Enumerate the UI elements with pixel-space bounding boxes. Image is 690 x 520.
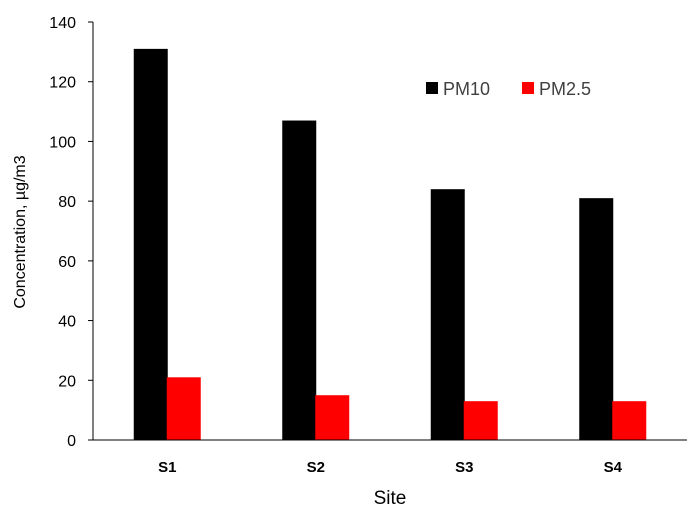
y-tick-label: 40 <box>58 314 76 331</box>
y-tick-label: 80 <box>58 194 76 211</box>
bar-pm10-s1 <box>133 48 168 440</box>
bar-pm2-5-s3 <box>463 401 498 440</box>
bar-pm2-5-s1 <box>166 377 201 440</box>
bar-pm10-s2 <box>282 120 317 441</box>
y-tick-label: 20 <box>58 373 76 390</box>
x-tick-label: S2 <box>307 459 325 476</box>
y-tick-label: 120 <box>49 75 76 92</box>
bar-pm2-5-s4 <box>612 401 647 440</box>
bar-pm10-s3 <box>430 189 465 440</box>
legend-swatch-pm2-5 <box>522 82 534 94</box>
x-tick-label: S1 <box>158 459 176 476</box>
y-axis-title: Concentration, µg/m3 <box>12 155 29 308</box>
x-axis-title: Site <box>374 488 407 509</box>
bars <box>133 48 647 441</box>
x-axis: S1 S2 S3 S4 <box>93 439 687 476</box>
bar-pm10-s4 <box>579 198 614 440</box>
legend-label: PM10 <box>443 79 490 99</box>
legend: PM10 PM2.5 <box>426 79 591 99</box>
y-axis: 0 20 40 60 80 100 120 140 <box>49 15 94 450</box>
legend-swatch-pm10 <box>426 82 438 94</box>
y-tick-label: 60 <box>58 254 76 271</box>
y-tick-label: 0 <box>67 433 76 450</box>
y-tick-label: 140 <box>49 15 76 32</box>
legend-label: PM2.5 <box>539 79 591 99</box>
x-tick-label: S4 <box>604 459 623 476</box>
y-tick-label: 100 <box>49 134 76 151</box>
bar-pm2-5-s2 <box>315 395 350 440</box>
x-tick-label: S3 <box>455 459 473 476</box>
